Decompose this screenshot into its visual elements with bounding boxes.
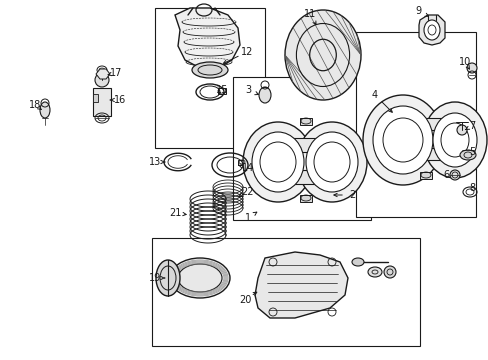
Text: 20: 20 xyxy=(238,295,251,305)
Bar xyxy=(355,32,475,217)
Ellipse shape xyxy=(305,132,357,192)
Bar xyxy=(93,88,111,116)
Ellipse shape xyxy=(432,113,476,167)
Ellipse shape xyxy=(466,63,476,73)
Text: 21: 21 xyxy=(168,208,181,218)
Polygon shape xyxy=(418,15,444,45)
Text: 4: 4 xyxy=(371,90,377,100)
Bar xyxy=(238,160,245,165)
Bar xyxy=(278,170,331,184)
Text: 1: 1 xyxy=(244,213,250,223)
Ellipse shape xyxy=(156,260,180,296)
Bar xyxy=(152,238,419,346)
Polygon shape xyxy=(96,69,110,79)
Ellipse shape xyxy=(251,132,304,192)
Text: 14: 14 xyxy=(242,163,254,173)
Bar xyxy=(402,118,454,130)
Bar xyxy=(299,118,311,125)
Ellipse shape xyxy=(367,267,381,277)
Text: 19: 19 xyxy=(148,273,161,283)
Text: 16: 16 xyxy=(114,95,126,105)
Text: 18: 18 xyxy=(29,100,41,110)
Text: 2: 2 xyxy=(348,190,354,200)
Ellipse shape xyxy=(192,62,227,78)
Text: 11: 11 xyxy=(303,9,315,19)
Text: 3: 3 xyxy=(244,85,250,95)
Polygon shape xyxy=(254,252,347,318)
Text: 12: 12 xyxy=(240,47,253,57)
Text: 6: 6 xyxy=(442,170,448,180)
Ellipse shape xyxy=(423,20,439,40)
Bar xyxy=(93,94,98,102)
Bar xyxy=(299,195,311,202)
Bar xyxy=(402,148,454,160)
Ellipse shape xyxy=(285,10,360,100)
Text: 17: 17 xyxy=(110,68,122,78)
Ellipse shape xyxy=(95,73,109,87)
Bar xyxy=(232,77,370,220)
Ellipse shape xyxy=(243,122,312,202)
Ellipse shape xyxy=(383,266,395,278)
Ellipse shape xyxy=(459,150,475,160)
Text: 7: 7 xyxy=(468,121,474,131)
Text: 15: 15 xyxy=(215,85,228,95)
Ellipse shape xyxy=(449,170,459,180)
Bar xyxy=(155,8,264,148)
Bar xyxy=(278,138,331,152)
Text: 22: 22 xyxy=(241,187,254,197)
Ellipse shape xyxy=(456,125,466,135)
Ellipse shape xyxy=(351,258,363,266)
Ellipse shape xyxy=(170,258,229,298)
Text: 8: 8 xyxy=(468,183,474,193)
Ellipse shape xyxy=(372,106,432,174)
Ellipse shape xyxy=(296,122,366,202)
Polygon shape xyxy=(175,8,240,68)
Ellipse shape xyxy=(259,87,270,103)
Text: 9: 9 xyxy=(414,6,420,16)
Bar xyxy=(419,172,431,179)
Text: 5: 5 xyxy=(468,147,474,157)
Bar xyxy=(218,88,225,94)
Ellipse shape xyxy=(40,102,50,118)
Text: 13: 13 xyxy=(148,157,161,167)
Ellipse shape xyxy=(362,95,442,185)
Ellipse shape xyxy=(422,102,486,178)
Text: 10: 10 xyxy=(458,57,470,67)
